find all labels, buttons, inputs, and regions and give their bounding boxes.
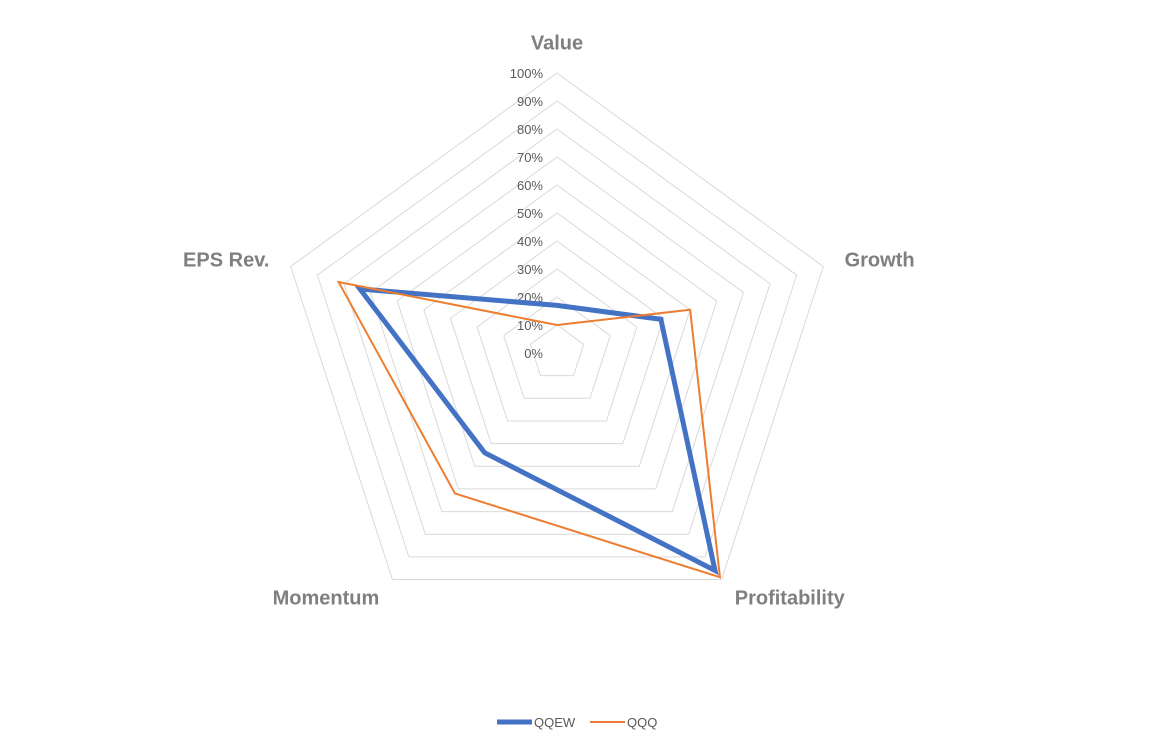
grid-layer	[290, 72, 824, 581]
axis-label-eps-rev: EPS Rev.	[183, 250, 269, 272]
axis-label-growth: Growth	[845, 250, 915, 272]
r-tick-label: 90%	[517, 94, 543, 109]
grid-ring-4	[449, 240, 665, 445]
r-tick-label: 70%	[517, 150, 543, 165]
r-tick-label: 60%	[517, 178, 543, 193]
axis-label-profitability: Profitability	[735, 588, 846, 610]
legend: QQEW QQQ	[497, 715, 657, 730]
grid-ring-7	[370, 156, 744, 513]
r-tick-label: 80%	[517, 122, 543, 137]
series-layer	[336, 280, 722, 579]
r-tick-label: 0%	[524, 346, 543, 361]
r-tick-label: 50%	[517, 206, 543, 221]
grid-ring-2	[503, 296, 611, 399]
series-qqq-line	[336, 280, 722, 579]
grid-ring-8	[343, 128, 771, 535]
r-tick-label: 40%	[517, 234, 543, 249]
legend-label-qqew: QQEW	[534, 715, 576, 730]
legend-label-qqq: QQQ	[627, 715, 657, 730]
grid-ring-10	[290, 72, 824, 581]
axis-label-layer: Value Growth Profitability Momentum EPS Rev.	[183, 33, 915, 610]
grid-ring-5	[423, 212, 691, 467]
grid-ring-1	[529, 324, 585, 377]
grid-ring-9	[316, 100, 798, 558]
axis-label-momentum: Momentum	[273, 588, 380, 610]
r-tick-label: 30%	[517, 262, 543, 277]
tick-label-layer: 0%10%20%30%40%50%60%70%80%90%100%	[510, 66, 544, 361]
axis-label-value: Value	[531, 33, 583, 55]
r-tick-label: 100%	[510, 66, 544, 81]
